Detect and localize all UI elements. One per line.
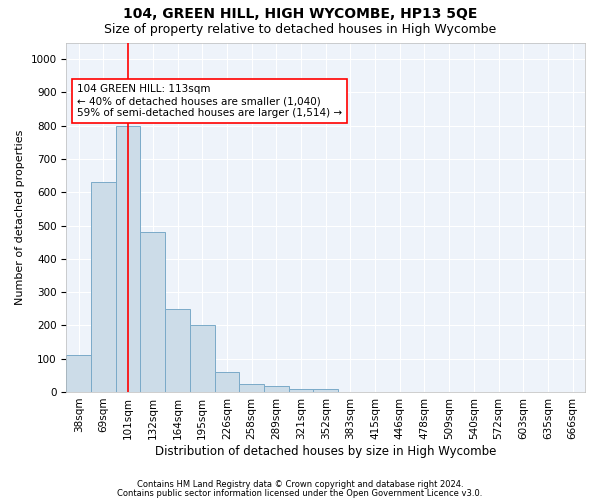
Bar (91, 182, 116, 392)
Bar (140, 232, 165, 392)
Bar (313, 388, 338, 392)
Y-axis label: Number of detached properties: Number of detached properties (15, 130, 25, 305)
Bar (190, 326, 215, 392)
Bar (239, 384, 264, 392)
Bar (264, 386, 289, 392)
Bar (67, 356, 91, 392)
Text: Size of property relative to detached houses in High Wycombe: Size of property relative to detached ho… (104, 22, 496, 36)
X-axis label: Distribution of detached houses by size in High Wycombe: Distribution of detached houses by size … (155, 444, 496, 458)
Bar (289, 388, 313, 392)
Text: Contains HM Land Registry data © Crown copyright and database right 2024.: Contains HM Land Registry data © Crown c… (137, 480, 463, 489)
Text: Contains public sector information licensed under the Open Government Licence v3: Contains public sector information licen… (118, 488, 482, 498)
Text: 104 GREEN HILL: 113sqm
← 40% of detached houses are smaller (1,040)
59% of semi-: 104 GREEN HILL: 113sqm ← 40% of detached… (77, 84, 342, 117)
Text: 104, GREEN HILL, HIGH WYCOMBE, HP13 5QE: 104, GREEN HILL, HIGH WYCOMBE, HP13 5QE (123, 8, 477, 22)
Bar (215, 372, 239, 392)
Bar (165, 309, 190, 392)
Bar (116, 126, 140, 392)
